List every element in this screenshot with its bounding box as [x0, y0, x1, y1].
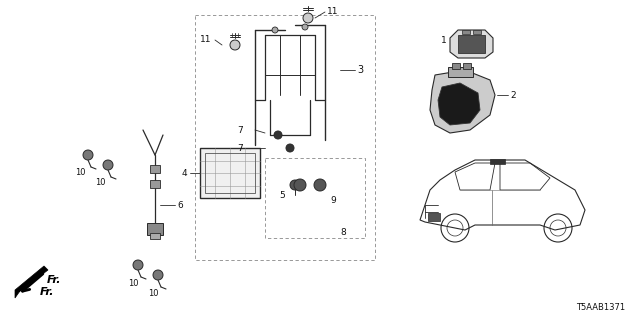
Text: 10: 10 — [128, 279, 138, 289]
Bar — [147, 223, 163, 235]
Circle shape — [314, 179, 326, 191]
Bar — [195, 15, 375, 260]
Text: 11: 11 — [327, 6, 339, 15]
Circle shape — [272, 27, 278, 33]
Text: 10: 10 — [148, 290, 159, 299]
Circle shape — [103, 160, 113, 170]
Polygon shape — [430, 70, 495, 133]
Text: 5: 5 — [279, 190, 285, 199]
Bar — [205, 153, 255, 193]
Polygon shape — [450, 30, 493, 58]
Bar — [452, 63, 460, 69]
Text: 6: 6 — [177, 201, 183, 210]
Bar — [458, 35, 485, 53]
Text: 10: 10 — [95, 178, 106, 187]
Circle shape — [290, 180, 300, 190]
Text: 1: 1 — [441, 36, 447, 44]
Polygon shape — [438, 83, 480, 125]
Text: 8: 8 — [340, 228, 346, 236]
Bar — [463, 63, 471, 69]
Text: Fr.: Fr. — [40, 287, 54, 297]
Text: 2: 2 — [510, 91, 516, 100]
Circle shape — [303, 13, 313, 23]
Bar — [490, 159, 505, 164]
Bar — [462, 30, 470, 34]
Bar — [448, 67, 473, 77]
Text: Fr.: Fr. — [47, 275, 61, 285]
Circle shape — [294, 179, 306, 191]
Text: 4: 4 — [181, 169, 187, 178]
Circle shape — [153, 270, 163, 280]
Bar — [200, 148, 260, 198]
Circle shape — [230, 40, 240, 50]
Circle shape — [83, 150, 93, 160]
Bar — [473, 30, 481, 34]
Bar — [150, 233, 160, 239]
Text: 10: 10 — [75, 167, 86, 177]
Text: 11: 11 — [200, 35, 211, 44]
Bar — [265, 158, 365, 238]
Bar — [150, 180, 160, 188]
Polygon shape — [15, 266, 48, 298]
Bar — [150, 165, 160, 173]
Text: T5AAB1371: T5AAB1371 — [576, 303, 625, 312]
Text: 7: 7 — [237, 125, 243, 134]
Text: 7: 7 — [237, 143, 243, 153]
Bar — [428, 213, 440, 221]
Text: 3: 3 — [357, 65, 363, 75]
Circle shape — [133, 260, 143, 270]
Text: 9: 9 — [330, 196, 336, 204]
Circle shape — [302, 24, 308, 30]
Circle shape — [274, 131, 282, 139]
Circle shape — [286, 144, 294, 152]
